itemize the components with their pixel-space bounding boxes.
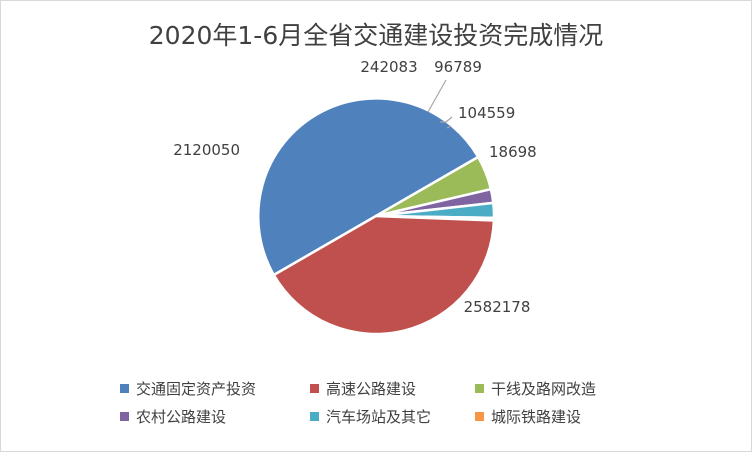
legend-label-expressway: 高速公路建设 xyxy=(326,380,417,398)
data-label-intercity-rail: 18698 xyxy=(489,143,537,161)
leader-line-bus-station xyxy=(440,116,453,123)
leader-line-rural-road xyxy=(427,79,447,113)
legend-label-trunk-road: 干线及路网改造 xyxy=(491,380,597,398)
data-label-expressway: 2120050 xyxy=(173,141,240,159)
legend-label-bus-station: 汽车场站及其它 xyxy=(326,408,432,426)
chart-title: 2020年1-6月全省交通建设投资完成情况 xyxy=(148,21,604,50)
data-label-rural-road: 96789 xyxy=(434,58,482,76)
legend-item-fixed-asset: 交通固定资产投资 xyxy=(120,378,256,399)
legend-label-intercity-rail: 城际铁路建设 xyxy=(491,408,582,426)
legend-label-fixed-asset: 交通固定资产投资 xyxy=(136,380,257,398)
legend-swatch-rural-road xyxy=(120,412,129,421)
data-label-fixed-asset: 2582178 xyxy=(464,298,531,316)
legend-row-1: 交通固定资产投资 高速公路建设 干线及路网改造 xyxy=(120,378,680,406)
legend-item-rural-road: 农村公路建设 xyxy=(120,406,226,427)
data-label-trunk-road: 242083 xyxy=(360,58,417,76)
legend-swatch-fixed-asset xyxy=(120,384,129,393)
legend-row-2: 农村公路建设 汽车场站及其它 城际铁路建设 xyxy=(120,406,680,434)
legend-item-trunk-road: 干线及路网改造 xyxy=(475,378,596,399)
leader-line-intercity-rail xyxy=(446,125,452,129)
data-label-bus-station: 104559 xyxy=(458,104,515,122)
legend-swatch-expressway xyxy=(310,384,319,393)
legend-item-expressway: 高速公路建设 xyxy=(310,378,416,399)
legend-swatch-bus-station xyxy=(310,412,319,421)
legend-label-rural-road: 农村公路建设 xyxy=(136,408,227,426)
pie-slice-expressway xyxy=(272,214,496,336)
legend: 交通固定资产投资 高速公路建设 干线及路网改造 农村公路建设 汽车场站及其它 城… xyxy=(120,378,680,434)
legend-swatch-trunk-road xyxy=(475,384,484,393)
legend-item-intercity-rail: 城际铁路建设 xyxy=(475,406,581,427)
pie-slice-fixed-asset xyxy=(256,97,480,277)
legend-item-bus-station: 汽车场站及其它 xyxy=(310,406,431,427)
legend-swatch-intercity-rail xyxy=(475,412,484,421)
